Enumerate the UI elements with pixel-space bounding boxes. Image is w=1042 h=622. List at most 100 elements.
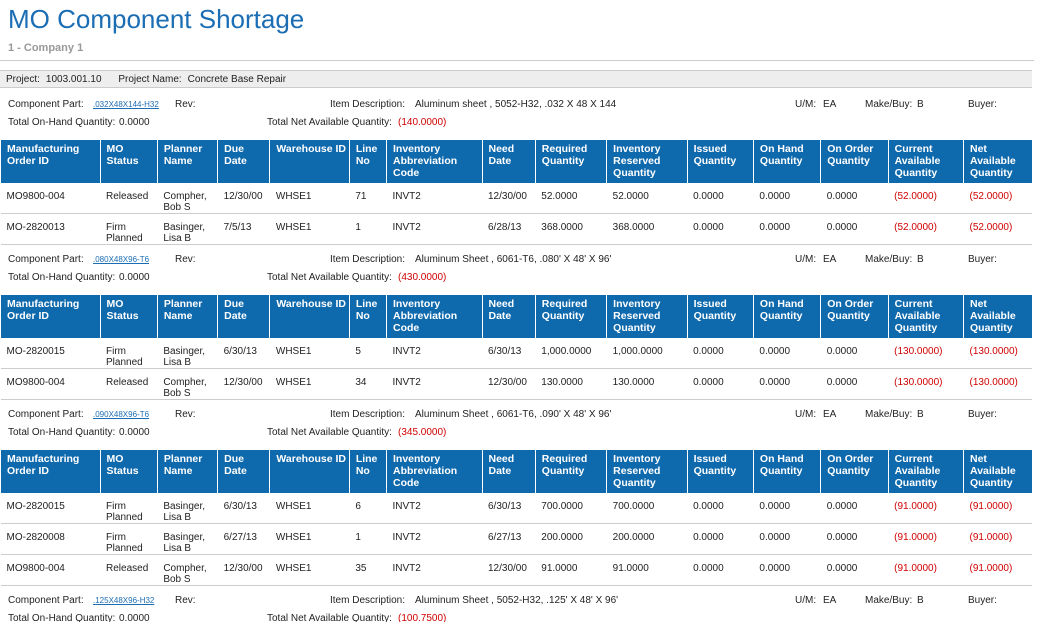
cell: 700.0000 [535,493,607,524]
make-buy: B [917,254,924,265]
label: Total Net Available Quantity: [267,272,392,283]
cell: Compher, Bob S [157,368,218,400]
label: Buyer: [968,595,997,606]
column-header: Due Date [217,140,270,183]
column-header: Current Available Quantity [887,450,964,493]
component-part-link[interactable]: .090X48X96-T6 [93,410,150,419]
cell: 1,000.0000 [535,338,607,369]
component-part-link[interactable]: .032X48X144-H32 [93,100,159,109]
cell: Basinger, Lisa B [157,338,218,369]
cell: 0.0000 [687,493,754,524]
cell: 12/30/00 [482,183,536,214]
components: Component Part: .032X48X144-H32 Rev: Item D… [0,92,1036,622]
cell: 7/5/13 [217,213,270,245]
component-part-link[interactable]: .125X48X96-H32 [93,596,155,605]
cell: MO-2820015 [0,493,101,524]
label: Buyer: [968,254,997,265]
label: Rev: [175,409,196,420]
label: U/M: [795,409,817,420]
label: Component Part: [8,99,84,110]
column-header: Line No [348,295,387,338]
column-header: Required Quantity [534,450,607,493]
project-id: 1003.001.10 [45,74,102,85]
cell: INVT2 [386,554,482,586]
cell: Firm Planned [100,338,158,369]
cell: Basinger, Lisa B [157,523,218,555]
column-header: Issued Quantity [686,140,754,183]
label: Total Net Available Quantity: [267,427,392,438]
cell: WHSE1 [269,523,350,555]
company: 1 - Company 1 [8,42,84,54]
label: Item Description: [330,595,406,606]
column-header: On Hand Quantity [752,140,821,183]
cell: Released [100,183,158,214]
cell: 12/30/00 [217,554,270,586]
cell: (130.0000) [888,368,964,400]
cell: MO9800-004 [0,368,101,400]
cell: 12/30/00 [217,368,270,400]
cell: (130.0000) [963,368,1032,400]
column-header: MO Status [99,450,158,493]
cell: 368.0000 [606,213,688,245]
column-header: Warehouse ID [269,450,350,493]
cell: WHSE1 [269,183,350,214]
cell: Firm Planned [100,493,158,524]
cell: 0.0000 [753,368,821,400]
total-on-hand: 0.0000 [119,613,150,622]
cell: (91.0000) [963,493,1032,524]
column-header: Issued Quantity [686,450,754,493]
cell: 71 [349,183,387,214]
label: Item Description: [330,409,406,420]
label: U/M: [795,254,817,265]
total-on-hand: 0.0000 [119,427,150,438]
divider [0,60,1034,61]
shortage-table: Manufacturing Order ID MO Status Planner N… [0,140,1032,245]
cell: 1 [349,523,387,555]
column-header: Manufacturing Order ID [0,450,101,493]
component-part-link[interactable]: .080X48X96-T6 [93,255,150,264]
column-header: Warehouse ID [269,140,350,183]
column-header: Inventory Reserved Quantity [606,295,688,338]
cell: 52.0000 [535,183,607,214]
column-header: On Hand Quantity [752,295,821,338]
cell: INVT2 [386,183,482,214]
header-row: Manufacturing Order ID MO Status Planner N… [0,140,1032,183]
cell: Basinger, Lisa B [157,213,218,245]
cell: (91.0000) [963,554,1032,586]
column-header: Due Date [217,295,270,338]
cell: 0.0000 [753,338,821,369]
cell: 700.0000 [606,493,688,524]
column-header: Net Available Quantity [963,295,1032,338]
column-header: On Order Quantity [820,295,889,338]
cell: 35 [349,554,387,586]
unit-of-measure: EA [823,254,837,265]
label: Total On-Hand Quantity: [8,427,116,438]
cell: 6/28/13 [482,213,536,245]
cell: INVT2 [386,493,482,524]
data-row: MO-2820015 Firm Planned Basinger, Lisa B 6/… [0,338,1032,369]
data-row: MO9800-004 Released Compher, Bob S 12/30/00… [0,554,1032,586]
data-row: MO-2820015 Firm Planned Basinger, Lisa B 6/… [0,493,1032,524]
cell: 6/30/13 [482,493,536,524]
cell: Released [100,368,158,400]
label: Total On-Hand Quantity: [8,272,116,283]
cell: 6/30/13 [217,493,270,524]
total-net-available: (140.0000) [398,117,447,128]
label: Total On-Hand Quantity: [8,117,116,128]
column-header: Planner Name [156,295,218,338]
cell: INVT2 [386,523,482,555]
cell: WHSE1 [269,368,350,400]
component-info: Component Part: .090X48X96-T6 Rev: Item Des… [0,402,1036,450]
column-header: Inventory Reserved Quantity [606,140,688,183]
cell: Compher, Bob S [157,554,218,586]
label: U/M: [795,99,817,110]
item-description: Aluminum sheet , 5052-H32, .032 X 48 X 1… [415,99,617,110]
cell: (52.0000) [888,213,964,245]
column-header: Inventory Reserved Quantity [606,450,688,493]
cell: 200.0000 [606,523,688,555]
data-row: MO-2820008 Firm Planned Basinger, Lisa B 6/… [0,523,1032,555]
cell: 0.0000 [753,523,821,555]
label: Component Part: [8,254,84,265]
column-header: Manufacturing Order ID [0,295,101,338]
